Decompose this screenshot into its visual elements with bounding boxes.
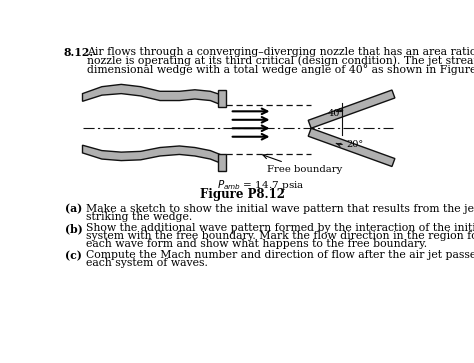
Text: (b): (b) [65,223,83,234]
Text: (a): (a) [65,204,82,215]
Text: each system of waves.: each system of waves. [86,258,208,268]
Text: each wave form and show what happens to the free boundary.: each wave form and show what happens to … [86,239,427,249]
Polygon shape [82,145,222,164]
Text: nozzle is operating at its third critical (design condition). The jet stream str: nozzle is operating at its third critica… [87,56,474,66]
Text: Compute the Mach number and direction of flow after the air jet passes through: Compute the Mach number and direction of… [86,250,474,260]
Text: Figure P8.12: Figure P8.12 [201,188,285,201]
Polygon shape [82,84,222,105]
Text: Show the additional wave pattern formed by the interaction of the initial wave: Show the additional wave pattern formed … [86,223,474,233]
Bar [218,90,226,107]
Text: 20°: 20° [346,140,363,149]
Text: 8.12.: 8.12. [63,48,93,58]
Text: $P_{amb}$ = 14.7 psia: $P_{amb}$ = 14.7 psia [217,178,304,192]
Text: Make a sketch to show the initial wave pattern that results from the jet stream: Make a sketch to show the initial wave p… [86,204,474,214]
Text: striking the wedge.: striking the wedge. [86,212,192,222]
Text: Free boundary: Free boundary [263,154,342,174]
Bar [218,154,226,171]
Polygon shape [308,128,395,167]
Text: system with the free boundary. Mark the flow direction in the region following: system with the free boundary. Mark the … [86,231,474,241]
Text: Air flows through a converging–diverging nozzle that has an area ratio of 3.5. T: Air flows through a converging–diverging… [87,48,474,57]
Text: (c): (c) [65,250,82,261]
Text: 40°: 40° [328,109,345,118]
Text: dimensional wedge with a total wedge angle of 40° as shown in Figure P8.12.: dimensional wedge with a total wedge ang… [87,64,474,75]
Polygon shape [308,90,395,128]
